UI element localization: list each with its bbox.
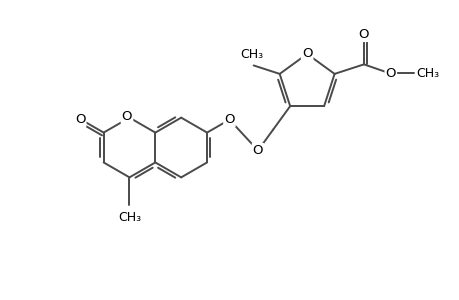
Text: O: O bbox=[224, 113, 234, 126]
Text: O: O bbox=[122, 110, 132, 123]
Text: O: O bbox=[252, 144, 263, 157]
Text: O: O bbox=[385, 67, 395, 80]
Text: O: O bbox=[358, 28, 369, 41]
Text: O: O bbox=[75, 113, 85, 126]
Text: CH₃: CH₃ bbox=[415, 67, 438, 80]
Text: O: O bbox=[301, 47, 312, 60]
Text: CH₃: CH₃ bbox=[118, 211, 141, 224]
Text: CH₃: CH₃ bbox=[240, 49, 263, 62]
